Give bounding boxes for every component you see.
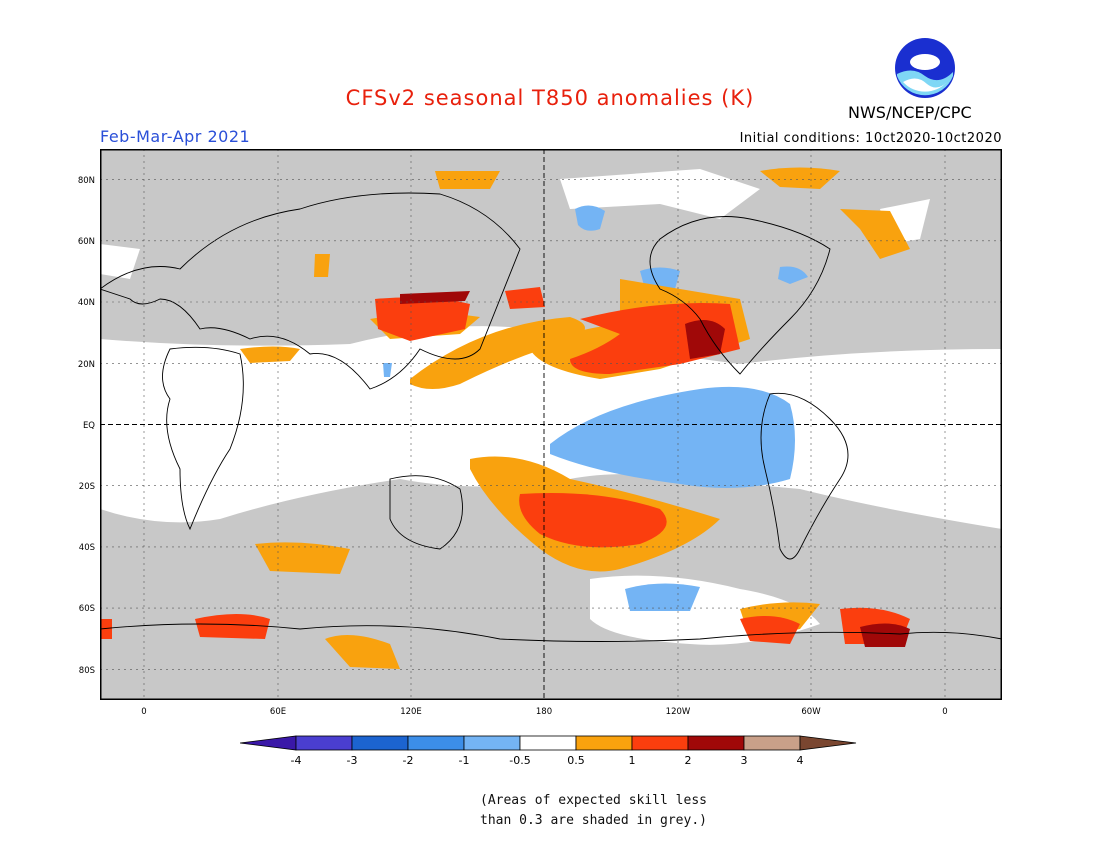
cold-anomaly-regions [383,205,808,611]
lat-label-40n: 40N [78,298,95,308]
legend-tick-label: 2 [685,754,692,767]
legend-tick-label: -4 [291,754,302,767]
map-title: CFSv2 seasonal T850 anomalies (K) [345,86,755,110]
legend-swatch [687,735,745,751]
legend-tick-label: -2 [403,754,414,767]
lon-label-180: 180 [536,707,552,717]
map-frame [100,149,1002,700]
forecast-period: Feb-Mar-Apr 2021 [100,127,251,146]
legend-tick-label: 1 [629,754,636,767]
lat-label-40s: 40S [79,543,95,553]
lat-label-60s: 60S [79,604,95,614]
lon-label-120e: 120E [400,707,422,717]
legend-swatch [519,735,577,751]
lon-label-60w: 60W [801,707,821,717]
skill-note-line-1: (Areas of expected skill less [480,793,707,808]
legend-tick-label: 0.5 [567,754,585,767]
legend-swatch [463,735,521,751]
legend-swatch [575,735,633,751]
continent-outlines [100,192,1002,642]
lat-label-eq: EQ [83,421,95,431]
lat-label-20n: 20N [78,360,95,370]
legend-swatch [407,735,465,751]
legend-swatch [631,735,689,751]
legend-swatch [743,735,801,751]
lat-label-60n: 60N [78,237,95,247]
legend-arrow-max [799,735,857,751]
noaa-logo-icon [895,38,955,98]
initial-conditions: Initial conditions: 10ct2020-10ct2020 [739,131,1002,146]
agency-label: NWS/NCEP/CPC [848,103,972,122]
skill-note-line-2: than 0.3 are shaded in grey.) [480,813,707,828]
legend-tick-label: -0.5 [509,754,530,767]
lat-label-80n: 80N [78,176,95,186]
lon-label-0: 0 [141,707,146,717]
skill-note: (Areas of expected skill less than 0.3 a… [480,791,707,831]
legend-tick-label: -1 [459,754,470,767]
graticule [100,149,1002,700]
legend-tick-label: -3 [347,754,358,767]
legend-tick-label: 3 [741,754,748,767]
color-legend: -4 -3 -2 -1 -0.5 0.5 1 2 3 4 [240,735,857,767]
lat-label-20s: 20S [79,482,95,492]
lon-label-0-east: 0 [942,707,947,717]
lat-label-80s: 80S [79,666,95,676]
extreme-warm-anomaly-regions [400,291,910,647]
anomaly-map: 80N 60N 40N 20N EQ 20S 40S 60S 80S [100,149,1002,700]
legend-arrow-min [240,735,297,751]
lon-label-60e: 60E [270,707,286,717]
legend-swatch [295,735,353,751]
legend-swatch [351,735,409,751]
legend-tick-label: 4 [797,754,804,767]
lon-label-120w: 120W [666,707,691,717]
